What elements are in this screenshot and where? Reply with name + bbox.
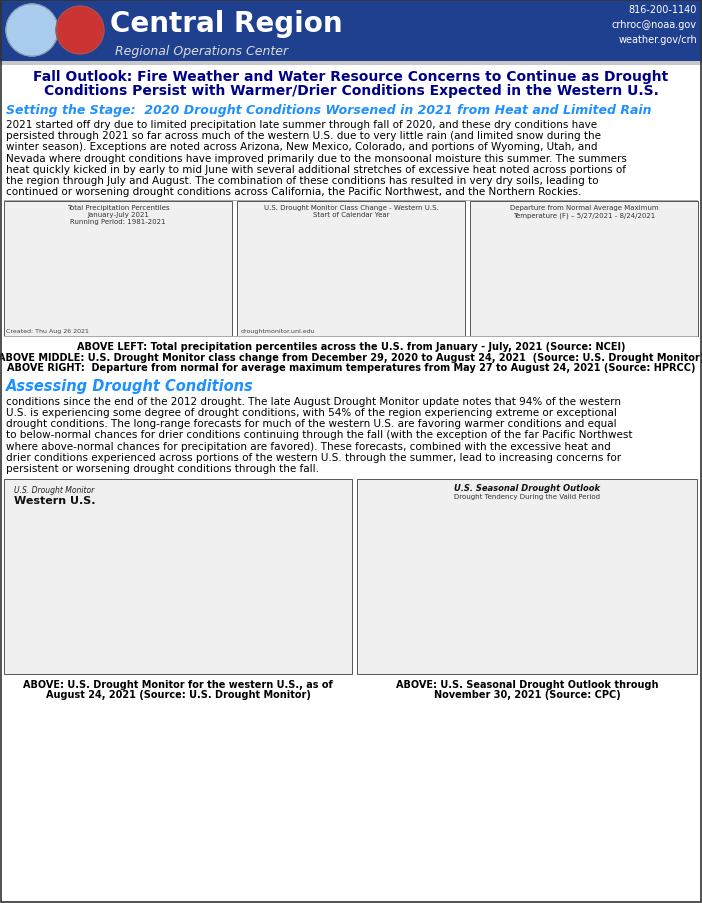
Text: 2021 started off dry due to limited precipitation late summer through fall of 20: 2021 started off dry due to limited prec… [6,120,597,130]
Text: Departure from Normal Average Maximum
Temperature (F) – 5/27/2021 - 8/24/2021: Departure from Normal Average Maximum Te… [510,205,658,219]
Text: ABOVE: U.S. Seasonal Drought Outlook through: ABOVE: U.S. Seasonal Drought Outlook thr… [396,680,658,690]
Text: 816-200-1140
crhroc@noaa.gov
weather.gov/crh: 816-200-1140 crhroc@noaa.gov weather.gov… [612,5,697,44]
Text: conditions since the end of the 2012 drought. The late August Drought Monitor up: conditions since the end of the 2012 dro… [6,396,621,406]
Text: Created: Thu Aug 26 2021: Created: Thu Aug 26 2021 [6,329,89,334]
Text: U.S. Seasonal Drought Outlook: U.S. Seasonal Drought Outlook [454,484,600,493]
Text: Drought Tendency During the Valid Period: Drought Tendency During the Valid Period [454,494,600,499]
Text: U.S. Drought Monitor Class Change - Western U.S.
Start of Calendar Year: U.S. Drought Monitor Class Change - West… [264,205,438,219]
Text: Fall Outlook: Fire Weather and Water Resource Concerns to Continue as Drought: Fall Outlook: Fire Weather and Water Res… [34,70,668,84]
Text: ABOVE MIDDLE: U.S. Drought Monitor class change from December 29, 2020 to August: ABOVE MIDDLE: U.S. Drought Monitor class… [0,352,702,362]
Bar [357,479,697,675]
Text: where above-normal chances for precipitation are favored). These forecasts, comb: where above-normal chances for precipita… [6,442,611,452]
Text: August 24, 2021 (Source: U.S. Drought Monitor): August 24, 2021 (Source: U.S. Drought Mo… [46,690,310,700]
Text: Nevada where drought conditions have improved primarily due to the monsoonal moi: Nevada where drought conditions have imp… [6,154,627,163]
Bar [0,62,702,66]
Text: Total Precipitation Percentiles
January-July 2021
Running Period: 1981-2021: Total Precipitation Percentiles January-… [67,205,169,225]
Text: Setting the Stage:  2020 Drought Conditions Worsened in 2021 from Heat and Limit: Setting the Stage: 2020 Drought Conditio… [6,104,651,116]
Bar [4,201,698,202]
Circle shape [6,5,58,57]
Text: U.S. Drought Monitor: U.S. Drought Monitor [14,486,94,495]
Text: heat quickly kicked in by early to mid June with several additional stretches of: heat quickly kicked in by early to mid J… [6,164,626,174]
Text: drier conditions experienced across portions of the western U.S. through the sum: drier conditions experienced across port… [6,452,621,462]
Text: ABOVE RIGHT:  Departure from normal for average maximum temperatures from May 27: ABOVE RIGHT: Departure from normal for a… [7,363,695,373]
Text: November 30, 2021 (Source: CPC): November 30, 2021 (Source: CPC) [434,690,621,700]
Text: ABOVE LEFT: Total precipitation percentiles across the U.S. from January - July,: ABOVE LEFT: Total precipitation percenti… [77,342,625,352]
Text: winter season). Exceptions are noted across Arizona, New Mexico, Colorado, and p: winter season). Exceptions are noted acr… [6,143,597,153]
Text: continued or worsening drought conditions across California, the Pacific Northwe: continued or worsening drought condition… [6,187,581,197]
Bar [237,202,465,337]
Text: Western U.S.: Western U.S. [14,496,95,506]
Text: Central Region: Central Region [110,10,343,38]
Text: drought conditions. The long-range forecasts for much of the western U.S. are fa: drought conditions. The long-range forec… [6,419,616,429]
Text: U.S. is experiencing some degree of drought conditions, with 54% of the region e: U.S. is experiencing some degree of drou… [6,407,617,417]
Text: persistent or worsening drought conditions through the fall.: persistent or worsening drought conditio… [6,463,319,473]
Text: persisted through 2021 so far across much of the western U.S. due to very little: persisted through 2021 so far across muc… [6,131,601,141]
Text: Conditions Persist with Warmer/Drier Conditions Expected in the Western U.S.: Conditions Persist with Warmer/Drier Con… [44,84,658,98]
Bar [4,337,698,338]
Bar [4,479,352,675]
Bar [4,202,232,337]
Bar [0,0,702,62]
Bar [470,202,698,337]
Text: to below-normal chances for drier conditions continuing through the fall (with t: to below-normal chances for drier condit… [6,430,633,440]
Text: the region through July and August. The combination of these conditions has resu: the region through July and August. The … [6,176,599,186]
Text: Regional Operations Center: Regional Operations Center [115,45,288,58]
Text: ABOVE: U.S. Drought Monitor for the western U.S., as of: ABOVE: U.S. Drought Monitor for the west… [23,680,333,690]
Text: droughtmonitor.unl.edu: droughtmonitor.unl.edu [241,329,316,334]
Text: Assessing Drought Conditions: Assessing Drought Conditions [6,378,253,394]
Circle shape [56,7,104,55]
